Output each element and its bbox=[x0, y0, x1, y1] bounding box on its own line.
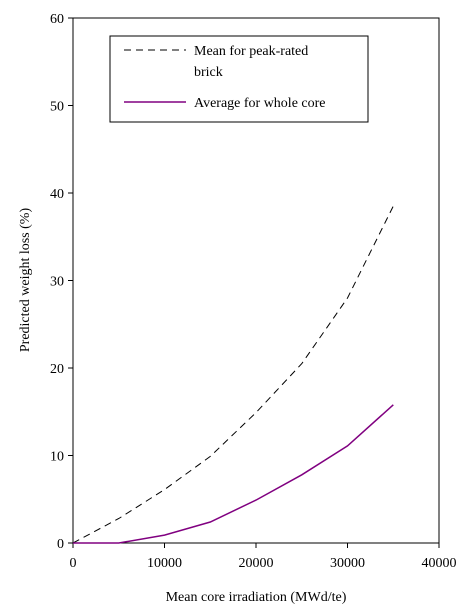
x-tick-label: 40000 bbox=[422, 556, 457, 571]
y-tick-label: 50 bbox=[50, 100, 64, 115]
series-line-peak-rated-brick bbox=[72, 205, 394, 544]
y-axis-title: Predicted weight loss (%) bbox=[18, 208, 33, 353]
legend-label-peak-line1: Mean for peak-rated bbox=[194, 44, 308, 59]
x-tick-label: 10000 bbox=[147, 556, 182, 571]
series-line-whole-core-average bbox=[73, 404, 394, 544]
legend-label-average: Average for whole core bbox=[194, 96, 326, 111]
x-tick-label: 0 bbox=[70, 556, 77, 571]
y-tick-label: 30 bbox=[50, 275, 64, 290]
x-axis-title: Mean core irradiation (MWd/te) bbox=[166, 590, 347, 605]
axis-ticks: 0 10 20 30 40 50 60 0 10000 20000 30000 40000 bbox=[50, 12, 457, 571]
y-tick-label: 10 bbox=[50, 450, 64, 465]
series-layer bbox=[72, 205, 394, 544]
y-tick-label: 0 bbox=[57, 537, 64, 552]
x-tick-label: 30000 bbox=[330, 556, 365, 571]
legend-label-peak-line2: brick bbox=[194, 65, 223, 80]
x-tick-label: 20000 bbox=[239, 556, 274, 571]
y-tick-label: 60 bbox=[50, 12, 64, 27]
legend: Mean for peak-rated brick Average for wh… bbox=[109, 35, 369, 123]
y-tick-label: 40 bbox=[50, 187, 64, 202]
y-tick-label: 20 bbox=[50, 362, 64, 377]
